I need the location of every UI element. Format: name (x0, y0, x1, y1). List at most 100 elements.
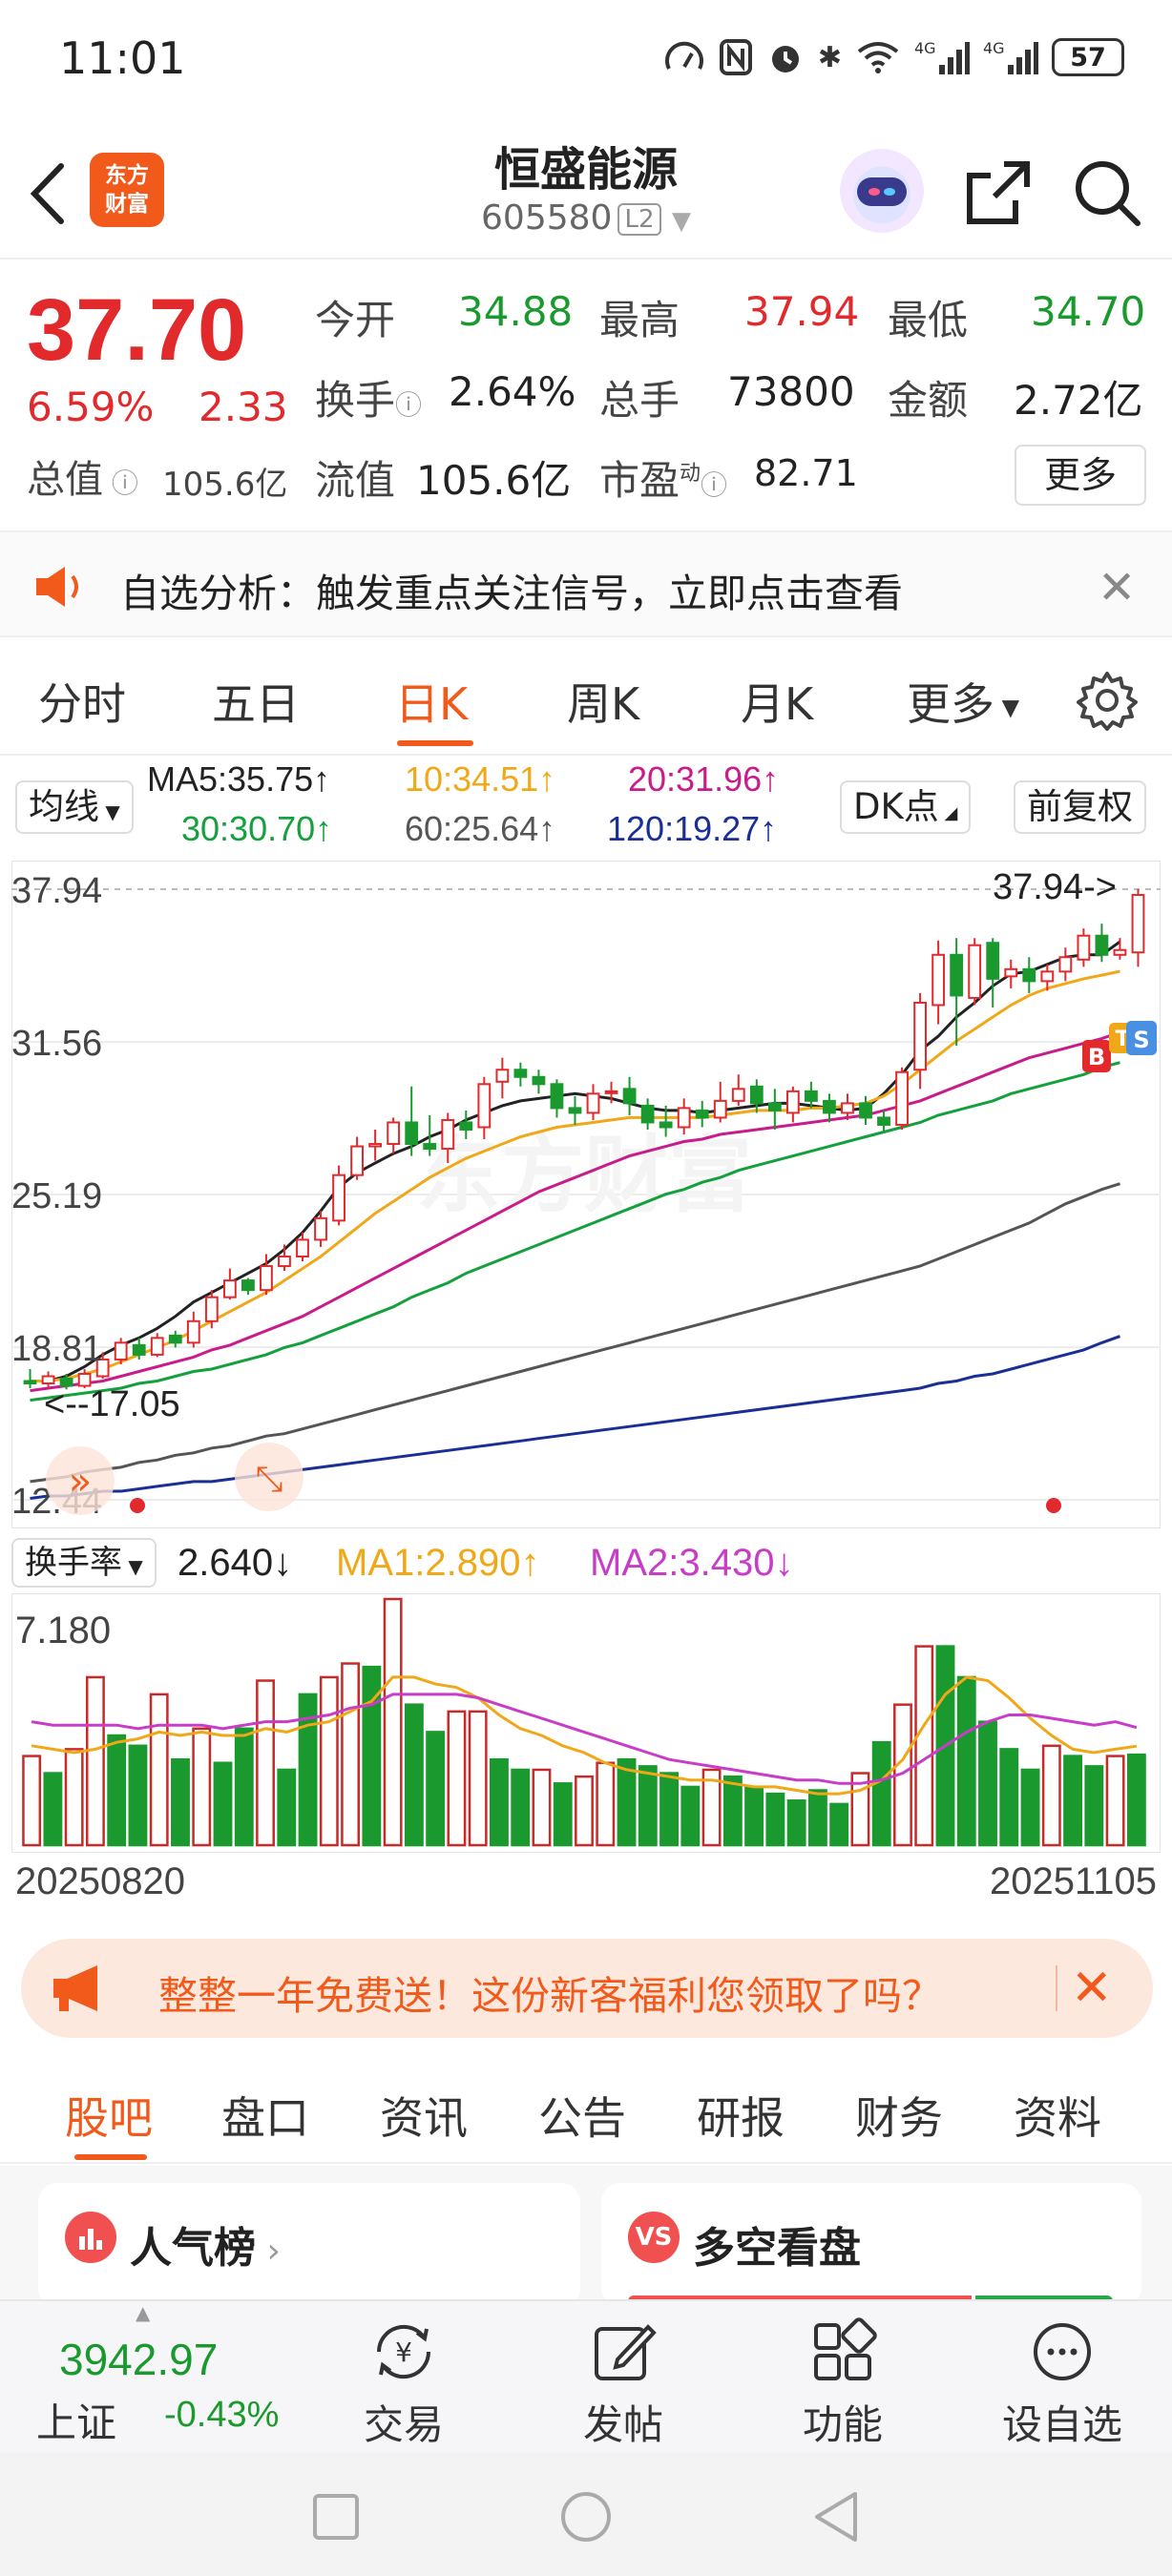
chevron-down-icon: ▼ (671, 207, 691, 236)
chart-icon (65, 2212, 116, 2263)
turnover-bar (64, 1748, 84, 1847)
promo-banner[interactable]: 整整一年免费送！这份新客福利您领取了吗？ ✕ (21, 1939, 1153, 2038)
settings-gear-icon[interactable] (1077, 670, 1138, 731)
ma30-value: 30:30.70↑ (181, 809, 333, 848)
ma5-value: MA5:35.75↑ (147, 759, 331, 799)
tab-more[interactable]: 更多 ▼ (907, 678, 1020, 730)
robot-icon (857, 177, 907, 206)
signal-4g-icon: 4G (983, 38, 1038, 76)
expand-arrows-icon: ⤡ (256, 1460, 283, 1499)
y-tick-label: 37.94 (11, 871, 102, 911)
back-button[interactable] (25, 160, 73, 227)
turnover-ma2-value: MA2:3.430↓ (590, 1542, 794, 1584)
date-axis: 20250820 20251105 (0, 1860, 1172, 1918)
dk-point-button[interactable]: DK点 ◢ (840, 780, 972, 834)
event-dot[interactable] (1046, 1498, 1061, 1513)
candle-body (767, 1102, 782, 1111)
stock-header: 东方 财富 恒盛能源 605580 L2 ▼ (0, 114, 1172, 260)
notice-banner[interactable]: 自选分析：触发重点关注信号，立即点击查看 ✕ (0, 530, 1172, 637)
turnover-bar (1105, 1755, 1125, 1847)
share-icon (967, 161, 1030, 224)
pe-label[interactable]: 市盈动ⓘ (599, 457, 728, 504)
tab-monthly-k[interactable]: 月K (741, 678, 814, 730)
turnover-bar (383, 1597, 403, 1847)
tab-financials[interactable]: 财务 (855, 2092, 943, 2144)
popularity-card[interactable]: 人气榜 › (38, 2183, 580, 2307)
fullscreen-button[interactable] (235, 1443, 303, 1511)
more-quote-button[interactable]: 更多 (1015, 445, 1146, 506)
candle-body (1077, 934, 1091, 961)
price-adjust-button[interactable]: 前复权 (1014, 780, 1146, 834)
nav-trade[interactable]: ¥ 交易 (332, 2316, 475, 2451)
tab-announcements[interactable]: 公告 (538, 2092, 626, 2144)
candle-body (186, 1319, 200, 1344)
turnover-bar (659, 1772, 679, 1847)
nav-functions-label: 功能 (802, 2401, 883, 2448)
tab-forum[interactable]: 股吧 (65, 2092, 153, 2144)
turnover-chart[interactable]: 7.180 (11, 1593, 1161, 1853)
close-icon[interactable]: ✕ (1071, 1960, 1113, 2017)
nav-post[interactable]: 发帖 (552, 2316, 695, 2451)
candle-body (114, 1341, 128, 1361)
edit-icon (552, 2316, 695, 2387)
candle-body (913, 1001, 927, 1071)
grid-icon (771, 2316, 914, 2387)
y-tick-label: 31.56 (11, 1024, 102, 1064)
recent-apps-icon[interactable] (311, 2492, 361, 2542)
candle-body (222, 1279, 237, 1298)
ma-selector[interactable]: 均线 ▼ (15, 780, 134, 834)
indicator-selector[interactable]: 换手率 ▼ (11, 1538, 157, 1588)
change-amount: 2.33 (199, 384, 288, 430)
turnover-bar (914, 1645, 934, 1847)
candle-body (332, 1174, 345, 1222)
candle-body (459, 1121, 473, 1131)
tab-profile[interactable]: 资料 (1014, 2092, 1101, 2144)
sh-index-change[interactable]: -0.43% (164, 2395, 280, 2435)
tab-research[interactable]: 研报 (697, 2092, 785, 2144)
pe-value: 82.71 (754, 452, 858, 494)
expand-left-button[interactable] (46, 1446, 115, 1515)
turnover-bar (298, 1693, 318, 1847)
turnover-bar (1126, 1753, 1146, 1847)
tab-daily-k[interactable]: 日K (395, 678, 469, 730)
nav-add-watchlist[interactable]: 设自选 (991, 2316, 1134, 2451)
event-dot[interactable] (130, 1498, 145, 1513)
buy-signal-badge (1082, 1040, 1111, 1072)
tab-five-day[interactable]: 五日 (212, 678, 300, 730)
back-triangle-icon[interactable] (811, 2490, 861, 2544)
tab-order-book[interactable]: 盘口 (221, 2092, 309, 2144)
caret-down-icon: ▼ (994, 694, 1020, 721)
nfc-icon (719, 38, 753, 76)
turnover-bar (722, 1775, 743, 1847)
candle-body (387, 1121, 401, 1146)
brand-logo[interactable]: 东方 财富 (90, 153, 164, 227)
candle-body (532, 1075, 546, 1086)
volume-value: 73800 (727, 368, 855, 415)
turnover-label[interactable]: 换手ⓘ (315, 377, 423, 424)
search-button[interactable] (1069, 155, 1145, 231)
signal-4g-icon: 4G (914, 38, 970, 76)
total-value-label[interactable]: 总值 ⓘ (27, 458, 138, 502)
close-icon[interactable]: ✕ (1098, 561, 1137, 614)
vs-icon: VS (628, 2212, 680, 2263)
share-button[interactable] (960, 155, 1036, 231)
buy-signal-text: B (1088, 1044, 1105, 1070)
sh-index-name[interactable]: 上证 (36, 2399, 117, 2446)
promo-text: 整整一年免费送！这份新客福利您领取了吗？ (158, 1973, 941, 2019)
stock-code-row[interactable]: 605580 L2 ▼ (0, 198, 1172, 238)
bull-bear-card[interactable]: VS 多空看盘 (601, 2183, 1141, 2307)
last-price: 37.70 (27, 281, 247, 379)
candle-body (950, 953, 964, 997)
brand-logo-line2: 财富 (105, 192, 149, 217)
low-value: 34.70 (1031, 288, 1146, 335)
tab-news[interactable]: 资讯 (380, 2092, 468, 2144)
home-icon[interactable] (559, 2490, 613, 2544)
sh-index-value[interactable]: 3942.97 (59, 2335, 219, 2384)
nav-functions[interactable]: 功能 (771, 2316, 914, 2451)
tab-weekly-k[interactable]: 周K (567, 678, 640, 730)
ai-assistant-avatar[interactable] (840, 149, 924, 233)
turnover-bar (85, 1675, 105, 1847)
sell-signal-badge (1126, 1021, 1157, 1055)
tab-intraday[interactable]: 分时 (38, 678, 126, 730)
